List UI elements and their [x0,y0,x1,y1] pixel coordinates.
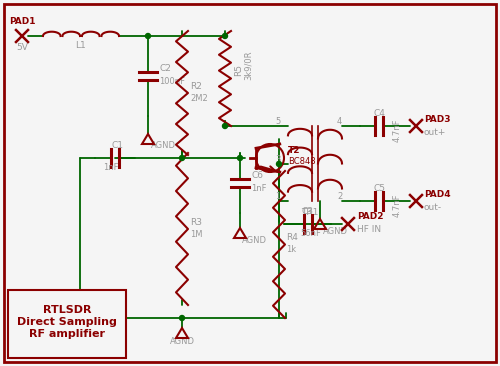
Text: AGND: AGND [323,227,348,236]
Text: C2: C2 [159,64,171,73]
FancyBboxPatch shape [8,290,126,358]
Circle shape [180,156,184,161]
Circle shape [180,315,184,321]
Text: 1nF: 1nF [251,184,266,193]
Text: out-: out- [424,203,442,212]
Text: PAD2: PAD2 [357,212,384,221]
Text: R3: R3 [190,218,202,227]
Text: TR1: TR1 [302,208,318,217]
Text: 100nF: 100nF [159,77,185,86]
Text: RTLSDR
Direct Sampling
RF amplifier: RTLSDR Direct Sampling RF amplifier [17,305,117,339]
FancyBboxPatch shape [4,4,496,362]
Circle shape [222,123,228,128]
Text: PAD3: PAD3 [424,115,450,124]
Text: BC848: BC848 [288,157,316,166]
Text: 2: 2 [337,192,342,201]
Text: 4.7nF: 4.7nF [393,194,402,217]
Circle shape [146,34,150,38]
Text: PAD1: PAD1 [9,17,35,26]
Text: 4.7nF: 4.7nF [393,119,402,142]
Text: R5: R5 [234,63,243,75]
Text: R4: R4 [286,234,298,243]
Text: 4: 4 [337,117,342,126]
Text: C5: C5 [373,184,385,193]
Text: C1: C1 [112,141,124,150]
Text: 1: 1 [275,192,280,201]
Text: AGND: AGND [242,236,267,245]
Text: AGND: AGND [170,337,194,346]
Text: 3: 3 [275,155,280,164]
Text: 1nF: 1nF [103,163,118,172]
Text: PAD4: PAD4 [424,190,450,199]
Text: L1: L1 [76,41,86,50]
Text: 56nF: 56nF [300,229,321,238]
Text: 2M2: 2M2 [190,94,208,103]
Text: AGND: AGND [151,141,176,150]
Text: T2: T2 [288,146,300,155]
Text: HF IN: HF IN [357,225,381,234]
Text: C3: C3 [301,207,313,216]
Text: C6: C6 [251,171,263,180]
Text: 1k: 1k [286,246,296,254]
Text: 3k9/0R: 3k9/0R [244,51,253,81]
Text: 5: 5 [275,117,280,126]
Text: C4: C4 [373,109,385,118]
Text: R2: R2 [190,82,202,91]
Circle shape [222,34,228,38]
Text: 1M: 1M [190,230,202,239]
Text: 5V: 5V [16,43,28,52]
Circle shape [238,156,242,161]
Circle shape [276,161,281,167]
Text: out+: out+ [424,128,446,137]
